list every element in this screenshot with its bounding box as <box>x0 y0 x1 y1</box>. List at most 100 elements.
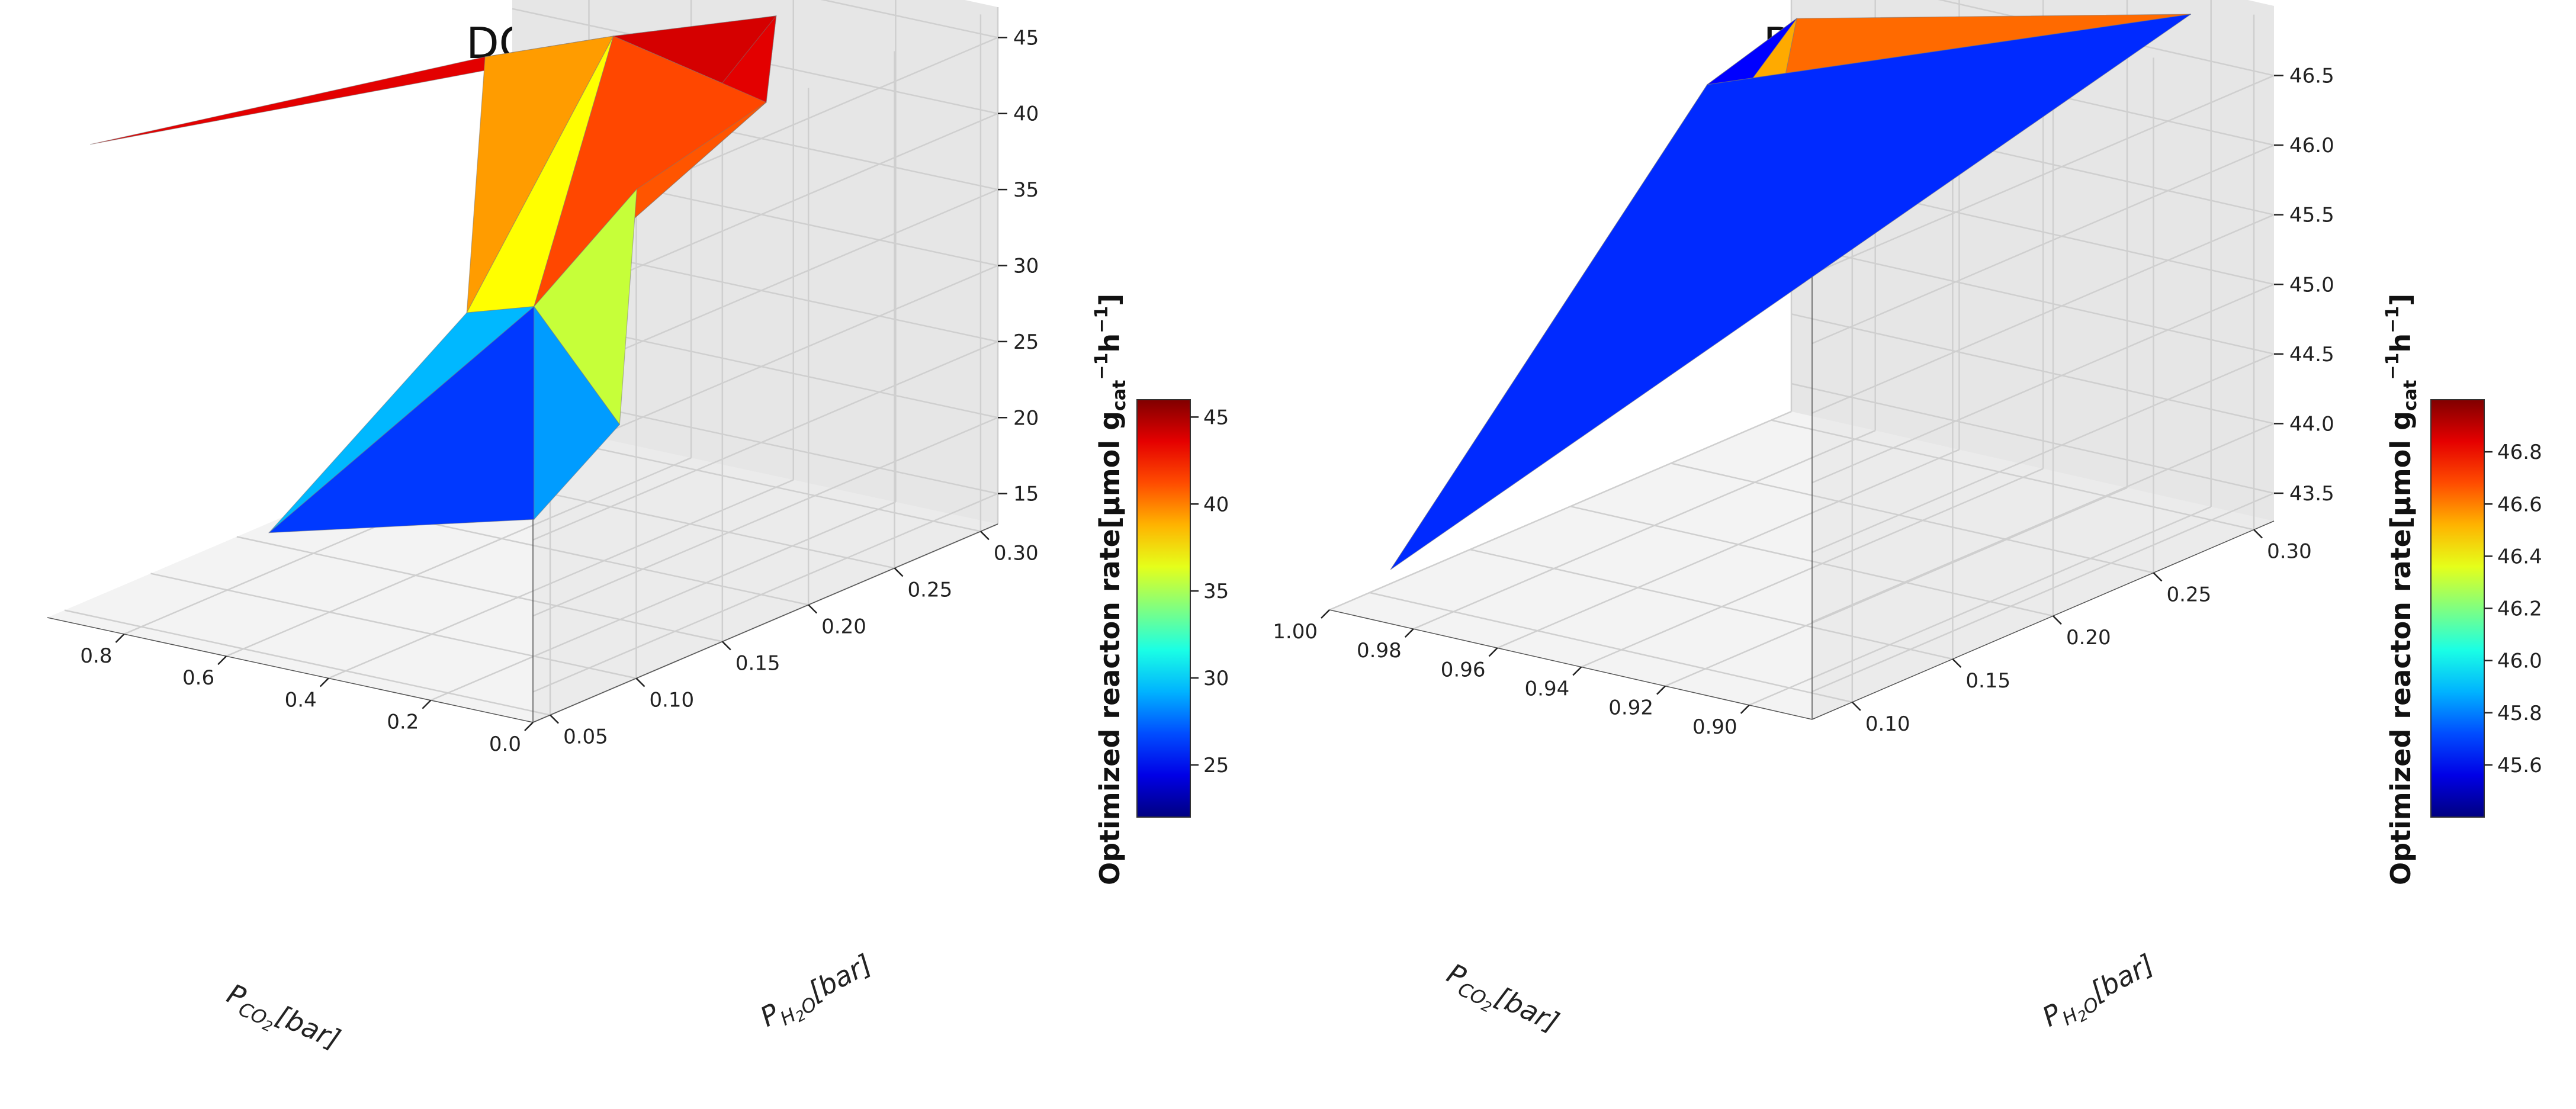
bo-colorbar-label: Optimized reacton rate[μmol gcat−1h−1] <box>2382 294 2421 885</box>
y-tick-mark <box>721 641 731 651</box>
x-tick-label: 0.4 <box>285 688 317 712</box>
x-tick-mark <box>524 722 534 731</box>
doe-panel: DOE 0.00.20.40.60.80.050.100.150.200.250… <box>47 0 1229 1062</box>
z-tick-label: 25 <box>1013 330 1039 354</box>
y-tick-mark <box>894 567 904 577</box>
y-tick-mark <box>808 604 818 614</box>
y-tick-mark <box>2053 615 2062 625</box>
x-tick-label: 0.90 <box>1692 715 1737 739</box>
y-tick-mark <box>2153 572 2163 582</box>
x-tick-mark <box>1404 628 1414 638</box>
x-tick-mark <box>115 634 125 643</box>
doe-3d-plot: 0.0 0.2 0.4 0.6 0.8 0.05 0.10 0.15 0.20 0.25 0.30 1… <box>47 0 1039 756</box>
y-tick-label: 0.30 <box>994 541 1039 565</box>
grid-line <box>1771 419 2254 531</box>
grid-line <box>1811 423 2275 623</box>
surface-facet <box>534 305 621 520</box>
grid-line <box>1811 492 2275 693</box>
bo-y-axis-label: PH2O[bar] <box>2037 948 2163 1040</box>
y-tick-label: 0.30 <box>2267 540 2312 564</box>
grid-line <box>1496 449 1960 649</box>
colorbar-tick-label: 35 <box>1203 580 1229 603</box>
grid-line <box>1665 487 2128 687</box>
y-tick-mark <box>550 714 559 724</box>
x-tick-label: 0.98 <box>1357 639 1402 663</box>
doe-colorbar-label: Optimized reacton rate[μmol gcat−1h−1] <box>1091 294 1130 885</box>
x-tick-label: 0.6 <box>182 666 214 690</box>
y-tick-label: 0.05 <box>563 725 608 749</box>
grid-line <box>150 573 637 679</box>
z-tick-label: 44.5 <box>2289 343 2334 367</box>
x-tick-mark <box>217 655 227 666</box>
y-tick-mark <box>635 677 645 687</box>
x-tick-label: 1.00 <box>1273 620 1318 644</box>
grid-line <box>1791 243 2275 355</box>
y-tick-label: 0.15 <box>735 652 780 676</box>
colorbar-tick-label: 46.2 <box>2497 597 2542 621</box>
z-tick-label: 46.0 <box>2289 134 2334 157</box>
colorbar-gradient <box>2430 399 2485 818</box>
grid-line <box>1811 75 2275 275</box>
x-axis-line <box>1329 609 1813 720</box>
bo-3d-plot: 0.90 0.92 0.94 0.96 0.98 1.00 0.10 0.15 0.20 0.25… <box>1273 0 2334 739</box>
colorbar-tick-label: 46.6 <box>2497 493 2542 516</box>
bo-panel: BO 0.900.920.940.960.981.000.100.150.200… <box>1273 0 2542 1045</box>
y-tick-mark <box>980 531 990 541</box>
x-tick-mark <box>1321 609 1330 619</box>
x-tick-mark <box>1740 704 1750 714</box>
grid-line <box>1369 592 1853 703</box>
y-tick-label: 0.15 <box>1965 669 2010 693</box>
surface-facet <box>268 306 535 533</box>
y-tick-mark <box>1851 701 1861 711</box>
x-tick-label: 0.2 <box>387 711 419 734</box>
y-tick-label: 0.25 <box>908 578 953 602</box>
y-tick-label: 0.25 <box>2167 583 2212 606</box>
colorbar-tick-label: 45 <box>1203 406 1229 429</box>
x-tick-mark <box>1488 647 1498 657</box>
x-tick-mark <box>422 699 432 709</box>
grid-line <box>532 417 998 617</box>
z-tick-label: 45.5 <box>2289 204 2334 227</box>
y-axis-line <box>1811 520 2275 720</box>
z-tick-label: 45.0 <box>2289 273 2334 297</box>
grid-line <box>1749 506 2212 706</box>
grid-line <box>1811 353 2275 553</box>
y-tick-mark <box>2253 529 2263 539</box>
x-tick-label: 0.94 <box>1525 677 1570 701</box>
bo-colorbar: 45.6 45.8 46.0 46.2 46.4 46.6 46.8 <box>2430 399 2542 818</box>
grid-line <box>1791 313 2275 425</box>
z-tick-label: 20 <box>1013 406 1039 430</box>
grid-line <box>430 501 896 701</box>
z-tick-label: 35 <box>1013 178 1039 202</box>
colorbar-tick-label: 46.8 <box>2497 441 2542 464</box>
x-tick-label: 0.92 <box>1608 696 1653 720</box>
grid-line <box>226 457 692 657</box>
colorbar-tick-label: 40 <box>1203 493 1229 516</box>
grid-line <box>1811 144 2275 345</box>
colorbar-tick-label: 45.6 <box>2497 754 2542 777</box>
colorbar-gradient <box>1136 399 1191 818</box>
z-tick-label: 43.5 <box>2289 482 2334 506</box>
grid-line <box>236 536 723 642</box>
x-tick-mark <box>319 677 329 687</box>
grid-line <box>820 0 998 38</box>
colorbar-tick-label: 25 <box>1203 754 1229 777</box>
doe-x-axis-label: PCO2[bar] <box>219 978 345 1063</box>
grid-line <box>1329 410 1792 611</box>
grid-line <box>328 479 794 679</box>
surface-facet <box>1390 14 2192 570</box>
y-tick-label: 0.20 <box>821 615 866 638</box>
grid-line <box>1671 462 2154 574</box>
bo-x-axis-label: PCO2[bar] <box>1438 957 1564 1045</box>
z-tick-label: 46.5 <box>2289 65 2334 88</box>
grid-line <box>1811 214 2275 414</box>
x-tick-label: 0.0 <box>489 732 521 756</box>
y-tick-label: 0.10 <box>1865 712 1910 736</box>
doe-y-axis-label: PH2O[bar] <box>755 948 881 1040</box>
colorbar-tick-label: 30 <box>1203 667 1229 690</box>
doe-colorbar: 25 30 35 40 45 <box>1136 399 1229 818</box>
z-tick-label: 30 <box>1013 255 1039 278</box>
y-tick-mark <box>1952 658 1962 668</box>
grid-line <box>1413 430 1876 630</box>
